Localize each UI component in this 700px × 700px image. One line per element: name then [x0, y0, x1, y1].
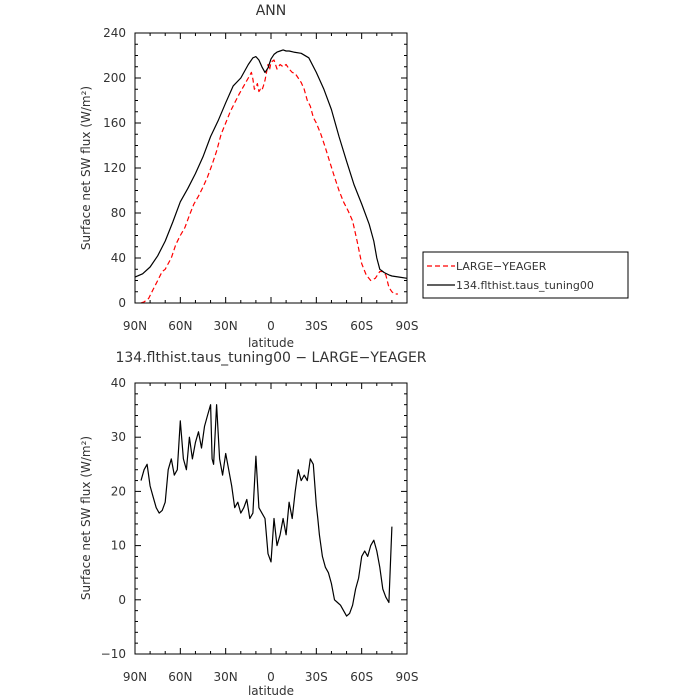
- bottom-plot-frame: [134, 382, 408, 655]
- legend-label-model: 134.flthist.taus_tuning00: [456, 279, 594, 292]
- bottom-x-tick-label: 30N: [214, 670, 238, 684]
- bottom-axis-ticks: 90N 60N 30N 0 30S 60S 90S −10 0 10 20 30 40: [101, 376, 419, 684]
- bottom-y-tick-label: 40: [111, 376, 126, 390]
- top-chart-title: ANN: [256, 3, 287, 19]
- top-y-tick-label: 120: [103, 161, 126, 175]
- bottom-y-tick-label: −10: [101, 647, 126, 661]
- top-x-tick-label: 30N: [214, 319, 238, 333]
- bottom-x-tick-label: 60S: [350, 670, 373, 684]
- top-x-axis-label: latitude: [248, 336, 294, 350]
- bottom-x-tick-label: 60N: [168, 670, 192, 684]
- top-x-tick-label: 30S: [305, 319, 328, 333]
- top-y-tick-label: 160: [103, 116, 126, 130]
- top-y-tick-label: 80: [111, 206, 126, 220]
- top-series-line-1: [134, 49, 408, 279]
- top-y-tick-label: 240: [103, 26, 126, 40]
- bottom-y-tick-label: 0: [118, 593, 126, 607]
- top-y-tick-label: 0: [118, 296, 126, 310]
- bottom-x-tick-label: 90N: [123, 670, 147, 684]
- bottom-chart-title: 134.flthist.taus_tuning00 − LARGE−YEAGER: [115, 350, 426, 366]
- top-series-line-0: [140, 59, 398, 304]
- bottom-panel: 134.flthist.taus_tuning00 − LARGE−YEAGER…: [79, 350, 427, 698]
- top-plot-frame: [134, 32, 408, 304]
- bottom-y-tick-label: 30: [111, 430, 126, 444]
- top-y-tick-label: 40: [111, 251, 126, 265]
- bottom-y-axis-label: Surface net SW flux (W/m²): [79, 436, 93, 600]
- top-panel: ANN Surface net SW flux (W/m²) latitude …: [79, 3, 418, 350]
- top-x-tick-label: 0: [267, 319, 275, 333]
- top-axis-ticks: 90N 60N 30N 0 30S 60S 90S 0 40 80 120 160 200 240: [103, 26, 418, 333]
- bottom-x-tick-label: 30S: [305, 670, 328, 684]
- bottom-series-line-0: [140, 404, 393, 617]
- top-x-tick-label: 60N: [168, 319, 192, 333]
- bottom-x-tick-label: 0: [267, 670, 275, 684]
- top-x-tick-label: 60S: [350, 319, 373, 333]
- top-series-group: [134, 49, 408, 304]
- bottom-series-group: [140, 404, 393, 617]
- bottom-y-tick-label: 10: [111, 539, 126, 553]
- legend: LARGE−YEAGER 134.flthist.taus_tuning00: [422, 251, 629, 299]
- top-y-tick-label: 200: [103, 71, 126, 85]
- top-x-tick-label: 90S: [396, 319, 419, 333]
- bottom-y-tick-label: 20: [111, 484, 126, 498]
- legend-box: [422, 251, 629, 299]
- bottom-x-tick-label: 90S: [396, 670, 419, 684]
- top-x-tick-label: 90N: [123, 319, 147, 333]
- top-y-axis-label: Surface net SW flux (W/m²): [79, 86, 93, 250]
- legend-label-large-yeager: LARGE−YEAGER: [456, 260, 547, 273]
- bottom-x-axis-label: latitude: [248, 684, 294, 698]
